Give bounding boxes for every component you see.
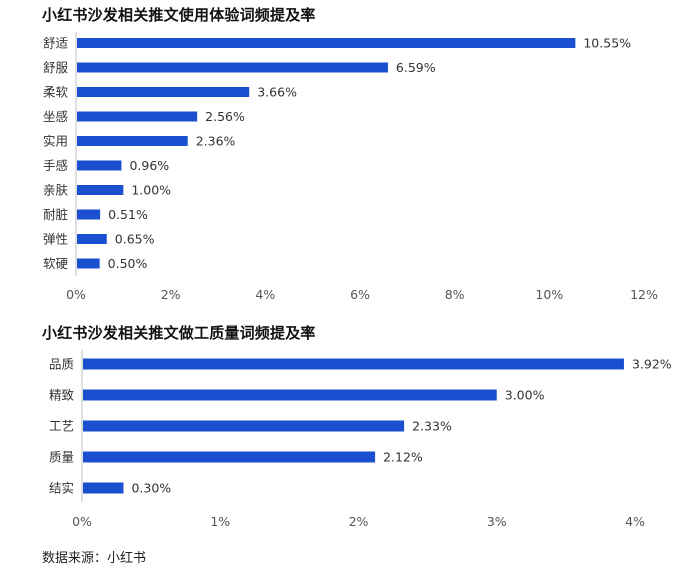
bar-4 xyxy=(77,136,188,146)
chart-title-quality: 小红书沙发相关推文做工质量词频提及率 xyxy=(42,324,316,342)
x-tick-label-4: 4% xyxy=(625,514,645,529)
value-label-0: 10.55% xyxy=(583,36,631,51)
category-label-0: 品质 xyxy=(49,357,74,372)
value-label-2: 3.66% xyxy=(257,85,297,100)
bar-0 xyxy=(77,38,576,48)
chart-title-usage: 小红书沙发相关推文使用体验词频提及率 xyxy=(42,6,316,24)
category-label-5: 手感 xyxy=(43,158,68,173)
value-label-9: 0.50% xyxy=(108,256,148,271)
x-tick-label-3: 3% xyxy=(487,514,507,529)
value-label-5: 0.96% xyxy=(129,158,169,173)
bar-1 xyxy=(77,62,388,73)
category-label-1: 舒服 xyxy=(43,60,69,75)
category-label-2: 柔软 xyxy=(43,85,69,100)
x-tick-label-0: 0% xyxy=(72,514,92,529)
category-label-1: 精致 xyxy=(49,388,75,403)
bar-9 xyxy=(77,258,100,269)
value-label-4: 2.36% xyxy=(196,134,236,149)
value-label-3: 2.56% xyxy=(205,109,245,124)
value-label-4: 0.30% xyxy=(131,481,171,496)
value-label-8: 0.65% xyxy=(115,232,155,247)
usage-bar-chart: 舒适 10.55% 舒服 6.59% 柔软 3.66% 坐感 2.56% 实用 2.36% 手感 0.… xyxy=(43,32,658,302)
value-label-1: 3.00% xyxy=(505,388,545,403)
x-tick-label-2: 2% xyxy=(349,514,369,529)
bar-8 xyxy=(77,234,107,244)
bar-2 xyxy=(83,420,405,432)
x-tick-label-4: 8% xyxy=(445,287,465,302)
x-tick-label-1: 1% xyxy=(210,514,230,529)
data-source-note: 数据来源：小红书 xyxy=(42,551,147,566)
x-tick-label-5: 10% xyxy=(535,287,563,302)
x-tick-label-3: 6% xyxy=(350,287,370,302)
value-label-3: 2.12% xyxy=(383,450,423,465)
bar-2 xyxy=(77,87,250,97)
value-label-1: 6.59% xyxy=(396,60,436,75)
category-label-8: 弹性 xyxy=(43,232,68,247)
category-label-7: 耐脏 xyxy=(43,207,68,222)
quality-bar-chart: 品质 3.92% 精致 3.00% 工艺 2.33% 质量 2.12% 结实 0.30% 0% 1% 2… xyxy=(49,350,672,529)
bar-6 xyxy=(77,185,124,195)
category-label-4: 结实 xyxy=(49,481,74,496)
bar-3 xyxy=(77,111,198,122)
x-tick-label-0: 0% xyxy=(66,287,86,302)
bar-7 xyxy=(77,209,101,220)
value-label-0: 3.92% xyxy=(632,357,672,372)
category-label-6: 亲肤 xyxy=(43,183,69,198)
category-label-9: 软硬 xyxy=(43,256,69,271)
bar-1 xyxy=(83,389,497,401)
x-tick-label-6: 12% xyxy=(630,287,658,302)
value-label-7: 0.51% xyxy=(108,207,148,222)
x-tick-label-1: 2% xyxy=(161,287,181,302)
value-label-2: 2.33% xyxy=(412,419,452,434)
value-label-6: 1.00% xyxy=(131,183,171,198)
category-label-2: 工艺 xyxy=(49,419,74,434)
bar-0 xyxy=(83,358,624,370)
bar-4 xyxy=(83,482,124,494)
category-label-4: 实用 xyxy=(43,134,68,149)
category-label-0: 舒适 xyxy=(43,36,68,51)
x-tick-label-2: 4% xyxy=(255,287,275,302)
bar-5 xyxy=(77,160,122,171)
category-label-3: 坐感 xyxy=(43,109,68,124)
bar-3 xyxy=(83,451,376,463)
category-label-3: 质量 xyxy=(49,450,74,465)
